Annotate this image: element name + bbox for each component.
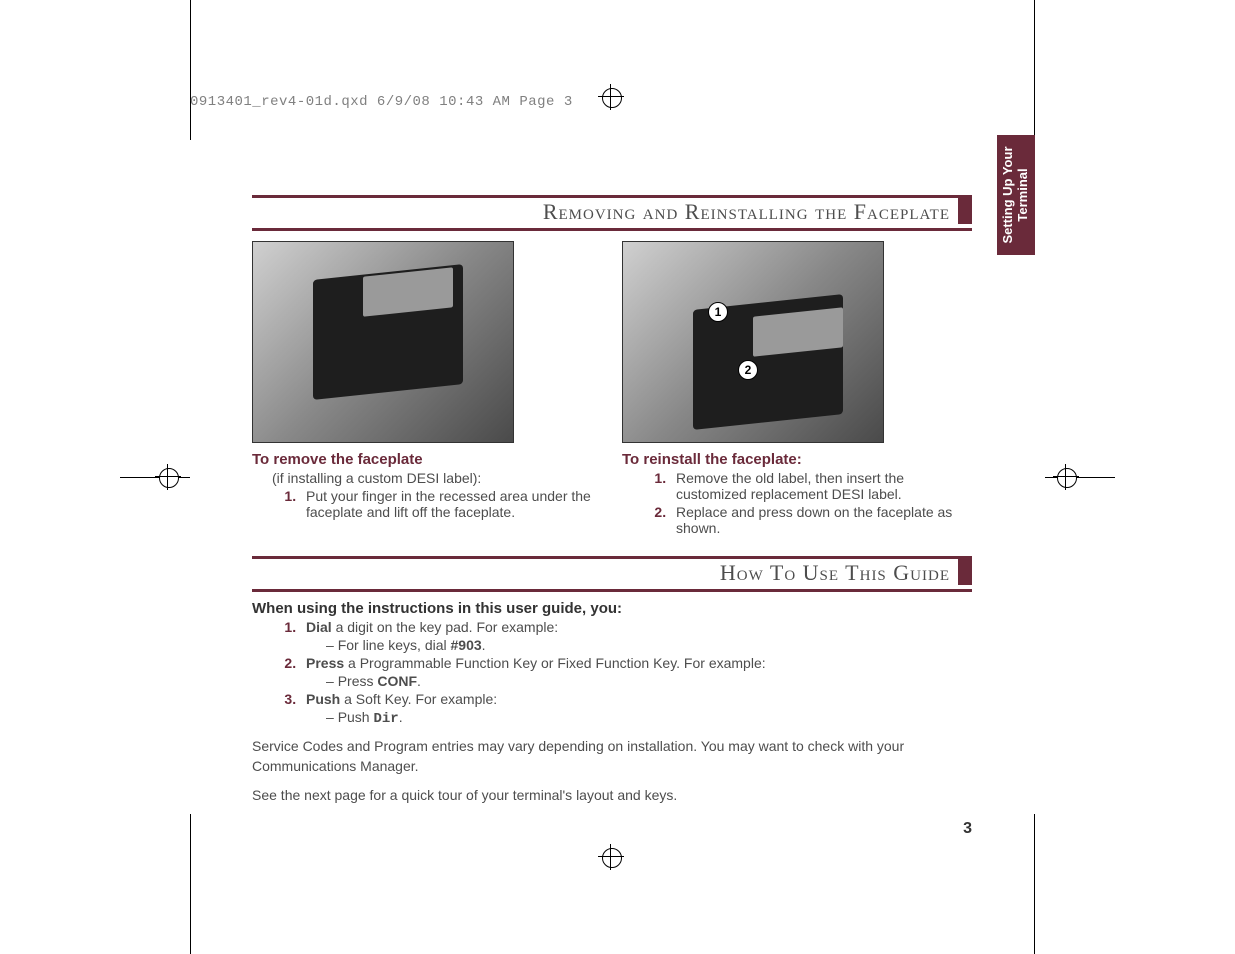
remove-faceplate-photo bbox=[252, 241, 514, 443]
remove-heading: To remove the faceplate bbox=[252, 451, 602, 468]
remove-subheading: (if installing a custom DESI label): bbox=[272, 470, 602, 486]
guide-steps: Dial a digit on the key pad. For example… bbox=[300, 619, 972, 727]
guide-sub-list: Push Dir. bbox=[326, 709, 972, 727]
reinstall-heading: To reinstall the faceplate: bbox=[622, 451, 972, 468]
guide-step-text: Press a Programmable Function Key or Fix… bbox=[306, 655, 766, 671]
chapter-tab-label: Setting Up Your Terminal bbox=[1001, 146, 1031, 243]
reinstall-step: Remove the old label, then insert the cu… bbox=[670, 470, 972, 502]
chapter-tab-line1: Setting Up Your bbox=[1000, 146, 1015, 243]
page-number: 3 bbox=[963, 820, 972, 838]
footer-note-2: See the next page for a quick tour of yo… bbox=[252, 786, 972, 806]
chapter-tab: Setting Up Your Terminal bbox=[997, 135, 1035, 255]
guide-sub-item: Push Dir. bbox=[326, 709, 972, 727]
reinstall-faceplate-photo: 1 2 bbox=[622, 241, 884, 443]
crop-mark bbox=[1034, 814, 1035, 954]
remove-column: To remove the faceplate (if installing a… bbox=[252, 241, 602, 538]
reinstall-steps: Remove the old label, then insert the cu… bbox=[670, 470, 972, 536]
guide-sub-item: For line keys, dial #903. bbox=[326, 637, 972, 653]
guide-step-text: Push a Soft Key. For example: bbox=[306, 691, 497, 707]
callout-badge: 2 bbox=[738, 360, 758, 380]
registration-mark-icon bbox=[1053, 464, 1079, 490]
chapter-tab-line2: Terminal bbox=[1015, 168, 1030, 221]
reinstall-step: Replace and press down on the faceplate … bbox=[670, 504, 972, 536]
faceplate-columns: To remove the faceplate (if installing a… bbox=[252, 241, 972, 538]
page-root: 0913401_rev4-01d.qxd 6/9/08 10:43 AM Pag… bbox=[0, 0, 1235, 954]
title-end-block bbox=[958, 198, 972, 224]
registration-mark-icon bbox=[598, 844, 624, 870]
remove-step: Put your finger in the recessed area und… bbox=[300, 488, 602, 520]
guide-step-text: Dial a digit on the key pad. For example… bbox=[306, 619, 558, 635]
proof-header: 0913401_rev4-01d.qxd 6/9/08 10:43 AM Pag… bbox=[190, 94, 573, 110]
section-title-bar: How To Use This Guide bbox=[252, 556, 972, 592]
crop-mark bbox=[190, 814, 191, 954]
section-title-bar: Removing and Reinstalling the Faceplate bbox=[252, 195, 972, 231]
guide-intro: When using the instructions in this user… bbox=[252, 600, 972, 617]
crop-mark bbox=[1034, 0, 1035, 140]
remove-steps: Put your finger in the recessed area und… bbox=[300, 488, 602, 520]
content-region: Removing and Reinstalling the Faceplate … bbox=[252, 195, 972, 806]
section1-title: Removing and Reinstalling the Faceplate bbox=[543, 199, 950, 225]
crop-mark bbox=[190, 0, 191, 60]
footer-note-1: Service Codes and Program entries may va… bbox=[252, 737, 972, 776]
guide-step: Press a Programmable Function Key or Fix… bbox=[300, 655, 972, 689]
title-end-block bbox=[958, 559, 972, 585]
guide-sub-list: For line keys, dial #903. bbox=[326, 637, 972, 653]
guide-step: Push a Soft Key. For example: Push Dir. bbox=[300, 691, 972, 727]
registration-mark-icon bbox=[155, 464, 181, 490]
guide-sub-item: Press CONF. bbox=[326, 673, 972, 689]
callout-badge: 1 bbox=[708, 302, 728, 322]
section2-title: How To Use This Guide bbox=[720, 560, 950, 586]
guide-sub-list: Press CONF. bbox=[326, 673, 972, 689]
guide-step: Dial a digit on the key pad. For example… bbox=[300, 619, 972, 653]
registration-mark-icon bbox=[598, 84, 624, 110]
reinstall-column: 1 2 To reinstall the faceplate: Remove t… bbox=[622, 241, 972, 538]
